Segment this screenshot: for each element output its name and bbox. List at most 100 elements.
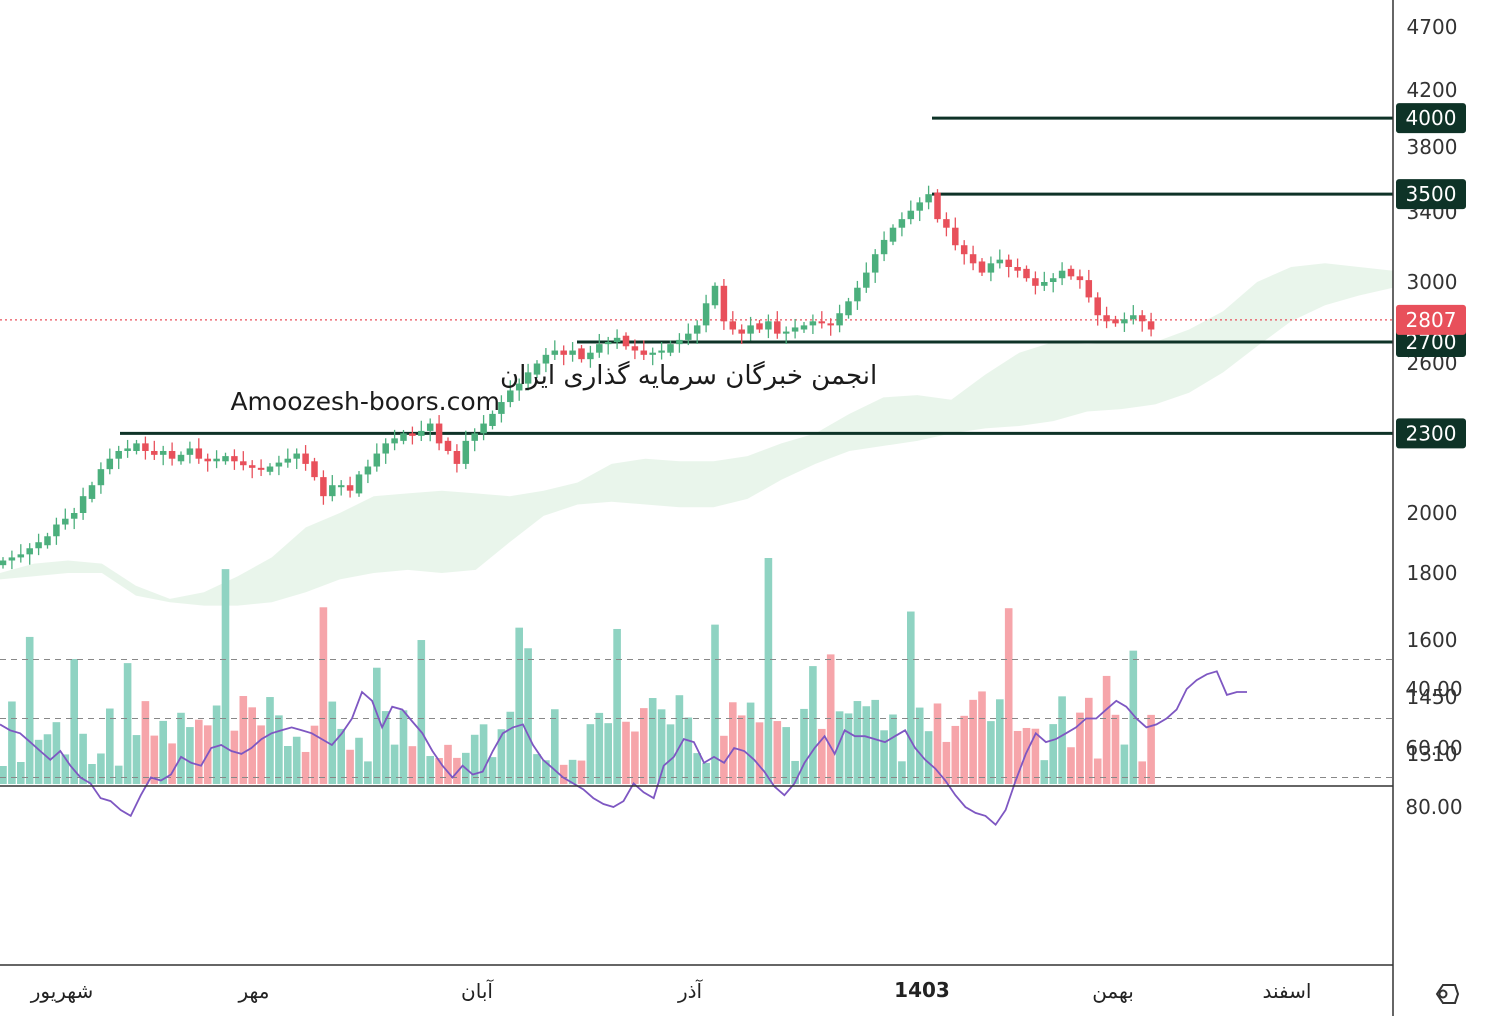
volume-bar [951, 725, 960, 784]
volume-bar [79, 733, 87, 784]
candle [177, 451, 185, 465]
candle [151, 440, 158, 460]
candle [62, 508, 69, 530]
candle [1067, 265, 1075, 280]
candle [1023, 265, 1030, 282]
volume-bar [61, 754, 70, 784]
candle [952, 217, 959, 251]
volume-bar [141, 701, 150, 784]
candle [765, 314, 772, 339]
candle [311, 457, 318, 481]
candle [70, 507, 78, 530]
watermark: انجمن خبرگان سرمایه گذاری ایران Amoozesh… [230, 360, 877, 416]
level-label-3500: 3500 [1396, 179, 1466, 210]
svg-text:4000: 4000 [1406, 106, 1457, 130]
candle [907, 200, 915, 225]
volume-bar [853, 701, 862, 784]
volume-bar [907, 611, 915, 784]
date-label-5: بهمن [1092, 979, 1134, 1003]
rsi-tick-label: 40.00 [1405, 677, 1462, 701]
candle [168, 442, 176, 466]
candle [524, 363, 532, 391]
volume-bar [1058, 696, 1066, 784]
volume-bar [809, 666, 817, 784]
volume-bar [862, 706, 871, 784]
candles [0, 185, 1155, 570]
volume-bar [640, 708, 648, 784]
date-label-4: 1403 [894, 978, 950, 1002]
candle [489, 410, 496, 430]
candle [355, 471, 363, 497]
volume-bar [631, 731, 639, 784]
volume-bar [648, 698, 657, 784]
candle [1085, 269, 1093, 303]
volume-bar [693, 753, 701, 784]
candle [613, 329, 621, 349]
volume-bar [25, 636, 34, 784]
rsi-tick-label: 80.00 [1405, 795, 1462, 819]
price-levels [0, 116, 1393, 435]
volume-bar [435, 757, 443, 784]
volume-bar [657, 709, 666, 784]
candle [35, 533, 42, 556]
candle [240, 451, 247, 471]
volume-bar [1022, 727, 1031, 784]
volume-bar [1102, 675, 1111, 784]
candle [720, 279, 728, 330]
candle [346, 476, 354, 498]
volume-bar [622, 721, 630, 784]
candle [1076, 269, 1084, 289]
volume-bar [275, 715, 283, 784]
volume-bar [1076, 712, 1084, 784]
candle [729, 311, 737, 335]
volume-bar [1004, 608, 1013, 784]
volume-bar [479, 724, 488, 784]
volume-bar [444, 744, 452, 784]
volume-bar [168, 743, 176, 784]
cloud-area [0, 263, 1393, 606]
candle [1103, 306, 1110, 329]
volume-bar [506, 711, 515, 784]
volume-bar [1093, 758, 1102, 784]
ichimoku-cloud [0, 263, 1393, 606]
volume-bar [791, 760, 799, 784]
volume-bar [453, 757, 461, 784]
price-tick-label: 1310 [1407, 742, 1458, 766]
volume-bar [960, 715, 968, 784]
date-label-6: اسفند [1263, 979, 1312, 1003]
volume-bar [844, 713, 853, 784]
candle [1041, 271, 1048, 291]
volume-bar [8, 701, 16, 784]
candle [275, 455, 283, 476]
candle [1032, 271, 1039, 295]
candle [827, 318, 834, 336]
last-price-label: 2807 [1396, 304, 1466, 335]
candle [987, 256, 995, 282]
candle [934, 189, 941, 223]
candle [880, 231, 888, 262]
candle [115, 445, 122, 470]
volume-bar [782, 727, 790, 784]
candle [498, 395, 505, 423]
candle [8, 550, 16, 570]
volume-bar [470, 734, 479, 784]
candle [79, 487, 87, 520]
date-axis: شهریور مهر آبان آذر 1403 بهمن اسفند [30, 978, 1312, 1003]
candle [418, 420, 425, 442]
volume-bar [604, 723, 612, 784]
candle [453, 444, 461, 473]
volume-bar [346, 749, 354, 784]
hexagon-settings-icon[interactable] [1435, 984, 1460, 1004]
volume-bar [0, 766, 7, 784]
volume-bar [1138, 761, 1146, 784]
candle [685, 323, 692, 346]
candle [560, 345, 567, 366]
candle [444, 437, 452, 455]
svg-text:2300: 2300 [1406, 421, 1457, 445]
candle [960, 240, 968, 265]
candle [1112, 315, 1119, 327]
candle [676, 333, 683, 353]
volume-bar [88, 764, 96, 784]
price-tick-label: 3000 [1407, 270, 1458, 294]
price-tick-label: 1450 [1407, 685, 1458, 709]
